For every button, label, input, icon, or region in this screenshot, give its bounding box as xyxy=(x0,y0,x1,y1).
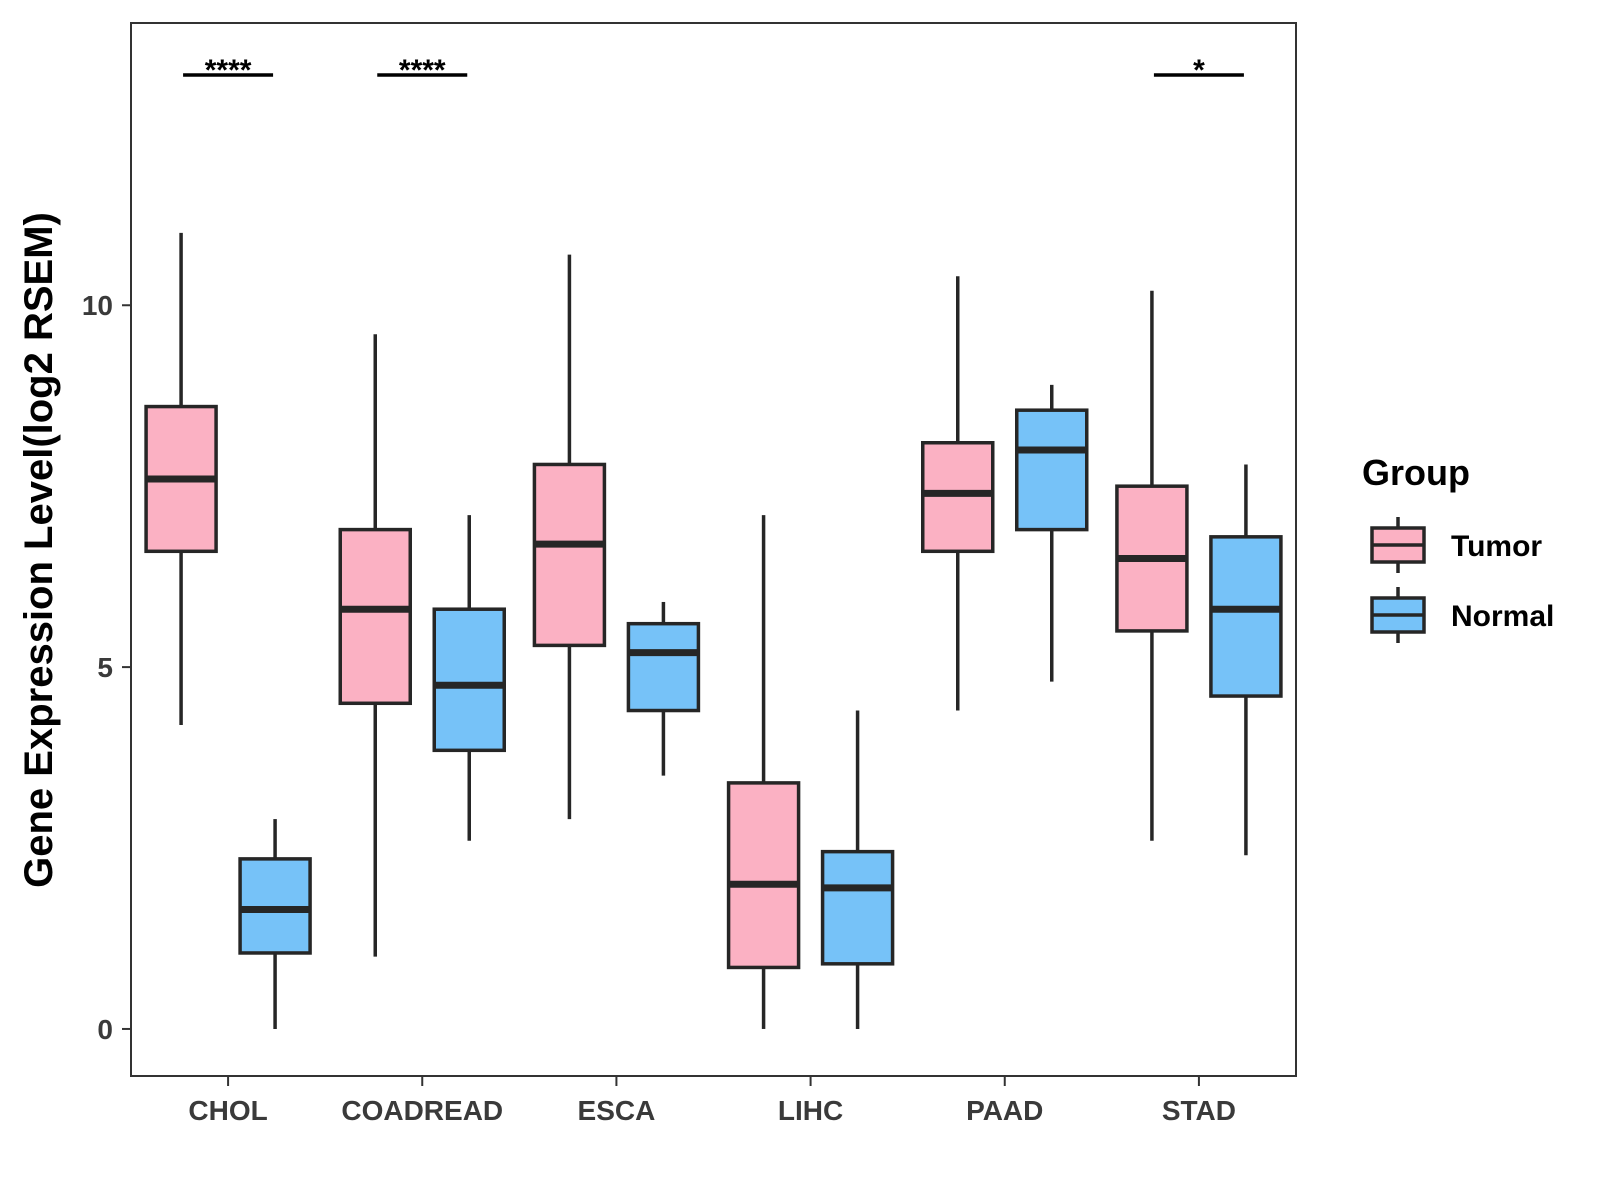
iqr-box xyxy=(921,441,995,554)
box-stad-normal xyxy=(1209,464,1283,856)
significance-label: * xyxy=(1193,54,1205,87)
iqr-box xyxy=(238,857,312,955)
significance-chol: **** xyxy=(183,54,274,87)
y-tick-label: 5 xyxy=(97,652,113,683)
box-paad-normal xyxy=(1015,384,1089,682)
significance-label: **** xyxy=(399,54,446,87)
y-axis: 0 5 10 xyxy=(82,290,131,1045)
box-chol-normal xyxy=(238,819,312,1029)
x-axis: CHOL COADREAD ESCA LIHC PAAD STAD xyxy=(188,1076,1236,1126)
significance-layer: **** **** * xyxy=(183,54,1244,87)
significance-stad: * xyxy=(1153,54,1244,87)
box-chol-tumor xyxy=(144,232,218,725)
significance-coadread: **** xyxy=(377,54,468,87)
box-esca-normal xyxy=(626,601,701,776)
y-tick-label: 10 xyxy=(82,290,113,321)
iqr-box xyxy=(820,849,895,966)
x-tick-label: ESCA xyxy=(578,1095,656,1126)
legend-label: Tumor xyxy=(1451,530,1542,563)
iqr-box xyxy=(626,621,701,713)
box-paad-tumor xyxy=(921,276,995,711)
x-tick-label: CHOL xyxy=(188,1095,267,1126)
iqr-box xyxy=(1015,408,1089,532)
iqr-box xyxy=(1209,535,1283,698)
legend-item-normal: Normal xyxy=(1370,587,1554,643)
legend-item-tumor: Tumor xyxy=(1370,517,1542,573)
iqr-box xyxy=(432,607,506,753)
x-tick-label: COADREAD xyxy=(341,1095,503,1126)
iqr-box xyxy=(532,462,607,648)
x-tick-label: STAD xyxy=(1162,1095,1236,1126)
iqr-box xyxy=(338,527,412,706)
box-coadread-tumor xyxy=(338,334,412,957)
plot-panel-border xyxy=(130,22,1297,1077)
y-axis-title: Gene Expression Level(log2 RSEM) xyxy=(17,212,61,888)
significance-label: **** xyxy=(205,54,252,87)
iqr-box xyxy=(726,781,801,970)
box-coadread-normal xyxy=(432,515,506,841)
legend: Group Tumor Normal xyxy=(1362,452,1554,643)
y-tick-label: 0 xyxy=(97,1014,113,1045)
legend-label: Normal xyxy=(1451,600,1554,633)
boxes-layer xyxy=(144,232,1283,1029)
x-tick-label: PAAD xyxy=(966,1095,1043,1126)
box-lihc-normal xyxy=(820,710,895,1029)
box-lihc-tumor xyxy=(726,515,801,1029)
x-tick-label: LIHC xyxy=(778,1095,843,1126)
box-esca-tumor xyxy=(532,254,607,820)
legend-title: Group xyxy=(1362,452,1470,493)
box-stad-tumor xyxy=(1115,290,1189,841)
